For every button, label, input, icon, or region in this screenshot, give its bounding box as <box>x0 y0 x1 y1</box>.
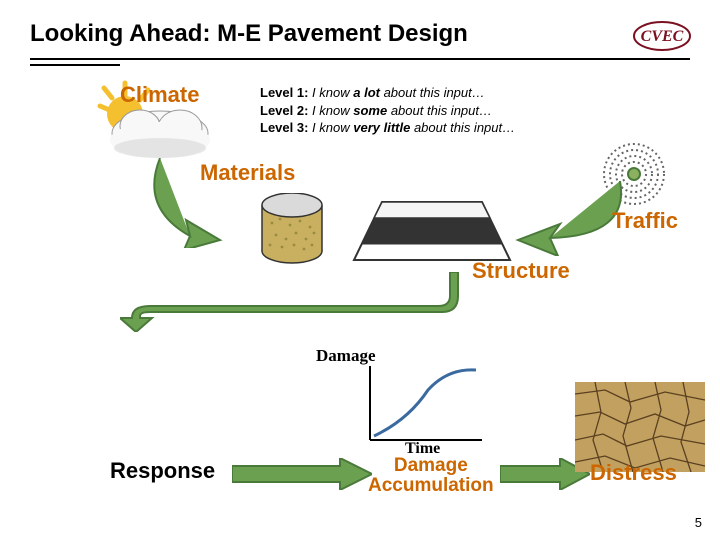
title-underline <box>30 58 690 60</box>
materials-cylinder-icon <box>260 193 324 265</box>
arrow-structure-to-response <box>120 272 460 332</box>
title-underline-short <box>30 64 120 66</box>
label-traffic: Traffic <box>612 208 678 234</box>
levels-legend: Level 1: I know a lot about this input… … <box>260 84 515 137</box>
title-bar: Looking Ahead: M-E Pavement Design <box>30 20 690 66</box>
svg-text:CVEC: CVEC <box>641 28 684 45</box>
distress-crack-icon <box>575 382 705 472</box>
page-number: 5 <box>695 515 702 530</box>
label-damage-accumulation: Damage Accumulation <box>368 456 494 496</box>
structure-trapezoid-icon <box>352 200 512 262</box>
label-response: Response <box>110 458 215 484</box>
damage-graph-icon <box>358 360 488 450</box>
logo-icon: CVEC <box>632 18 692 54</box>
label-climate: Climate <box>120 82 199 108</box>
arrow-climate-to-materials <box>140 158 250 248</box>
slide-title: Looking Ahead: M-E Pavement Design <box>30 20 690 54</box>
label-distress: Distress <box>590 460 677 486</box>
level-row-2: Level 2: I know some about this input… <box>260 102 515 120</box>
axis-label-damage: Damage <box>316 346 375 366</box>
level-row-1: Level 1: I know a lot about this input… <box>260 84 515 102</box>
arrow-response-to-damage <box>232 458 372 490</box>
slide: Looking Ahead: M-E Pavement Design CVEC … <box>0 0 720 540</box>
label-structure: Structure <box>472 258 570 284</box>
level-row-3: Level 3: I know very little about this i… <box>260 119 515 137</box>
